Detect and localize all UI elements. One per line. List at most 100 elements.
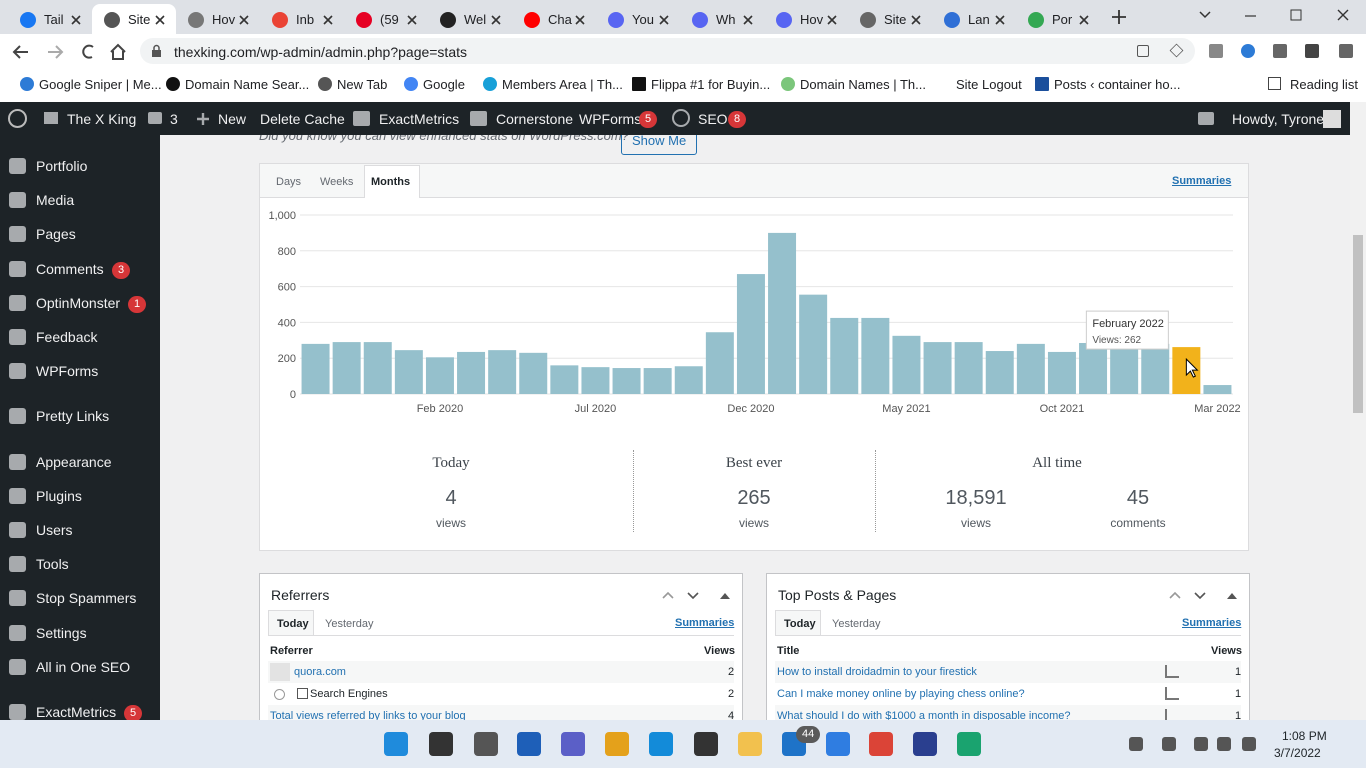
row-title[interactable]: What should I do with $1000 a month in d… — [777, 710, 1071, 721]
row-title[interactable]: Total views referred by links to your bl… — [270, 710, 466, 721]
menu-item[interactable]: WPForms — [0, 355, 160, 387]
menu-item[interactable]: Media — [0, 184, 160, 216]
menu-item[interactable]: Appearance — [0, 446, 160, 478]
tab[interactable]: You — [596, 4, 680, 34]
omnibox[interactable] — [140, 38, 1195, 64]
howdy[interactable]: Howdy, Tyrone — [1232, 111, 1325, 127]
scroll-thumb[interactable] — [1353, 235, 1363, 413]
tab-close[interactable] — [826, 14, 838, 26]
menu-item[interactable]: Tools — [0, 548, 160, 580]
menu-item[interactable]: Pages — [0, 218, 160, 250]
tab-close[interactable] — [70, 14, 82, 26]
taskbar-icon[interactable] — [738, 732, 762, 756]
seo[interactable]: SEO — [698, 111, 728, 127]
nav-buttons[interactable] — [0, 34, 140, 68]
bookmark[interactable]: Members Area | Th... — [502, 77, 623, 92]
wp-logo[interactable] — [8, 109, 27, 128]
tab[interactable]: Cha — [512, 4, 596, 34]
tab[interactable]: Site — [92, 4, 176, 34]
tab-close[interactable] — [742, 14, 754, 26]
tab-close[interactable] — [322, 14, 334, 26]
menu-item[interactable]: OptinMonster 1 — [0, 287, 160, 319]
notice-button[interactable]: Show Me — [621, 135, 698, 155]
tab-close[interactable] — [910, 14, 922, 26]
tray-icon[interactable] — [1194, 737, 1208, 751]
bookmark[interactable]: Site Logout — [956, 77, 1022, 92]
tray-icon[interactable] — [1129, 737, 1143, 751]
reading-list[interactable]: Reading list — [1290, 77, 1358, 92]
tray-icon[interactable] — [1162, 737, 1176, 751]
home-icon[interactable] — [44, 112, 58, 124]
taskbar-icon[interactable] — [474, 732, 498, 756]
period-tab[interactable]: Days — [276, 176, 302, 188]
menu-item[interactable]: Portfolio — [0, 150, 160, 182]
comment-icon[interactable] — [148, 112, 162, 124]
taskbar-icon[interactable] — [384, 732, 408, 756]
tab-close[interactable] — [658, 14, 670, 26]
toolbar-icon[interactable] — [1339, 44, 1353, 58]
comment-count[interactable]: 3 — [170, 111, 178, 127]
toolbar-icon[interactable] — [1241, 44, 1255, 58]
tab[interactable]: Tail — [8, 4, 92, 34]
admin-bar-item[interactable]: ExactMetrics — [379, 111, 460, 127]
share-icon[interactable] — [1137, 45, 1149, 57]
tab[interactable]: Inb — [260, 4, 344, 34]
tray-icon[interactable] — [1217, 737, 1231, 751]
panel-controls[interactable] — [655, 585, 735, 605]
new[interactable]: New — [218, 111, 247, 127]
period-tab[interactable]: Weeks — [320, 176, 354, 188]
panel-tab[interactable]: Today — [784, 618, 816, 630]
bookmark[interactable]: Google — [423, 77, 465, 92]
tab-close[interactable] — [490, 14, 502, 26]
summaries-link[interactable]: Summaries — [675, 617, 735, 629]
menu-item[interactable]: Settings — [0, 617, 160, 649]
menu-item[interactable]: Users — [0, 514, 160, 546]
bookmark[interactable]: Domain Names | Th... — [800, 77, 926, 92]
admin-bar-item[interactable]: Cornerstone — [496, 111, 574, 127]
row-title[interactable]: quora.com — [294, 666, 346, 678]
toolbar-icon[interactable] — [1209, 44, 1223, 58]
taskbar-icon[interactable] — [649, 732, 673, 756]
taskbar-icon[interactable] — [605, 732, 629, 756]
scrollbar[interactable] — [1350, 102, 1366, 720]
taskbar-icon[interactable] — [826, 732, 850, 756]
wpforms[interactable]: WPForms — [579, 111, 642, 127]
summaries-link[interactable]: Summaries — [1172, 175, 1232, 187]
taskbar-icon[interactable] — [694, 732, 718, 756]
menu-item[interactable]: Stop Spammers — [0, 582, 160, 614]
taskbar-icon[interactable] — [561, 732, 585, 756]
menu-item[interactable]: Plugins — [0, 480, 160, 512]
taskbar-icon[interactable] — [429, 732, 453, 756]
menu-item[interactable]: Pretty Links — [0, 400, 160, 432]
tab[interactable]: Wh — [680, 4, 764, 34]
menu-item[interactable]: Feedback — [0, 321, 160, 353]
bookmark[interactable]: Flippa #1 for Buyin... — [651, 77, 771, 92]
panel-tab[interactable]: Yesterday — [832, 618, 881, 630]
row-title[interactable]: Can I make money online by playing chess… — [777, 688, 1025, 700]
tab[interactable]: Hov — [176, 4, 260, 34]
toolbar-icon[interactable] — [1305, 44, 1319, 58]
notif-icon[interactable] — [1198, 112, 1214, 125]
clock-time[interactable]: 1:08 PM — [1282, 729, 1327, 743]
bookmark[interactable]: Domain Name Sear... — [185, 77, 310, 92]
tab[interactable]: Hov — [764, 4, 848, 34]
row-title[interactable]: Search Engines — [310, 688, 388, 700]
tab-close[interactable] — [406, 14, 418, 26]
taskbar-icon[interactable] — [957, 732, 981, 756]
tray-icon[interactable] — [1242, 737, 1256, 751]
toolbar-icon[interactable] — [1273, 44, 1287, 58]
clock-date[interactable]: 3/7/2022 — [1274, 746, 1321, 760]
taskbar-icon[interactable] — [517, 732, 541, 756]
site-name[interactable]: The X King — [67, 111, 137, 127]
menu-item[interactable]: Comments 3 — [0, 253, 160, 285]
taskbar-icon[interactable] — [913, 732, 937, 756]
panel-tab[interactable]: Yesterday — [325, 618, 374, 630]
row-title[interactable]: How to install droidadmin to your firest… — [777, 666, 977, 678]
tab[interactable]: Lan — [932, 4, 1016, 34]
tab[interactable]: Site — [848, 4, 932, 34]
bookmark[interactable]: New Tab — [337, 77, 388, 92]
tab-close[interactable] — [994, 14, 1006, 26]
admin-bar-item[interactable]: Delete Cache — [260, 111, 345, 127]
tab[interactable]: Por — [1016, 4, 1100, 34]
url[interactable]: thexking.com/wp-admin/admin.php?page=sta… — [174, 44, 468, 60]
